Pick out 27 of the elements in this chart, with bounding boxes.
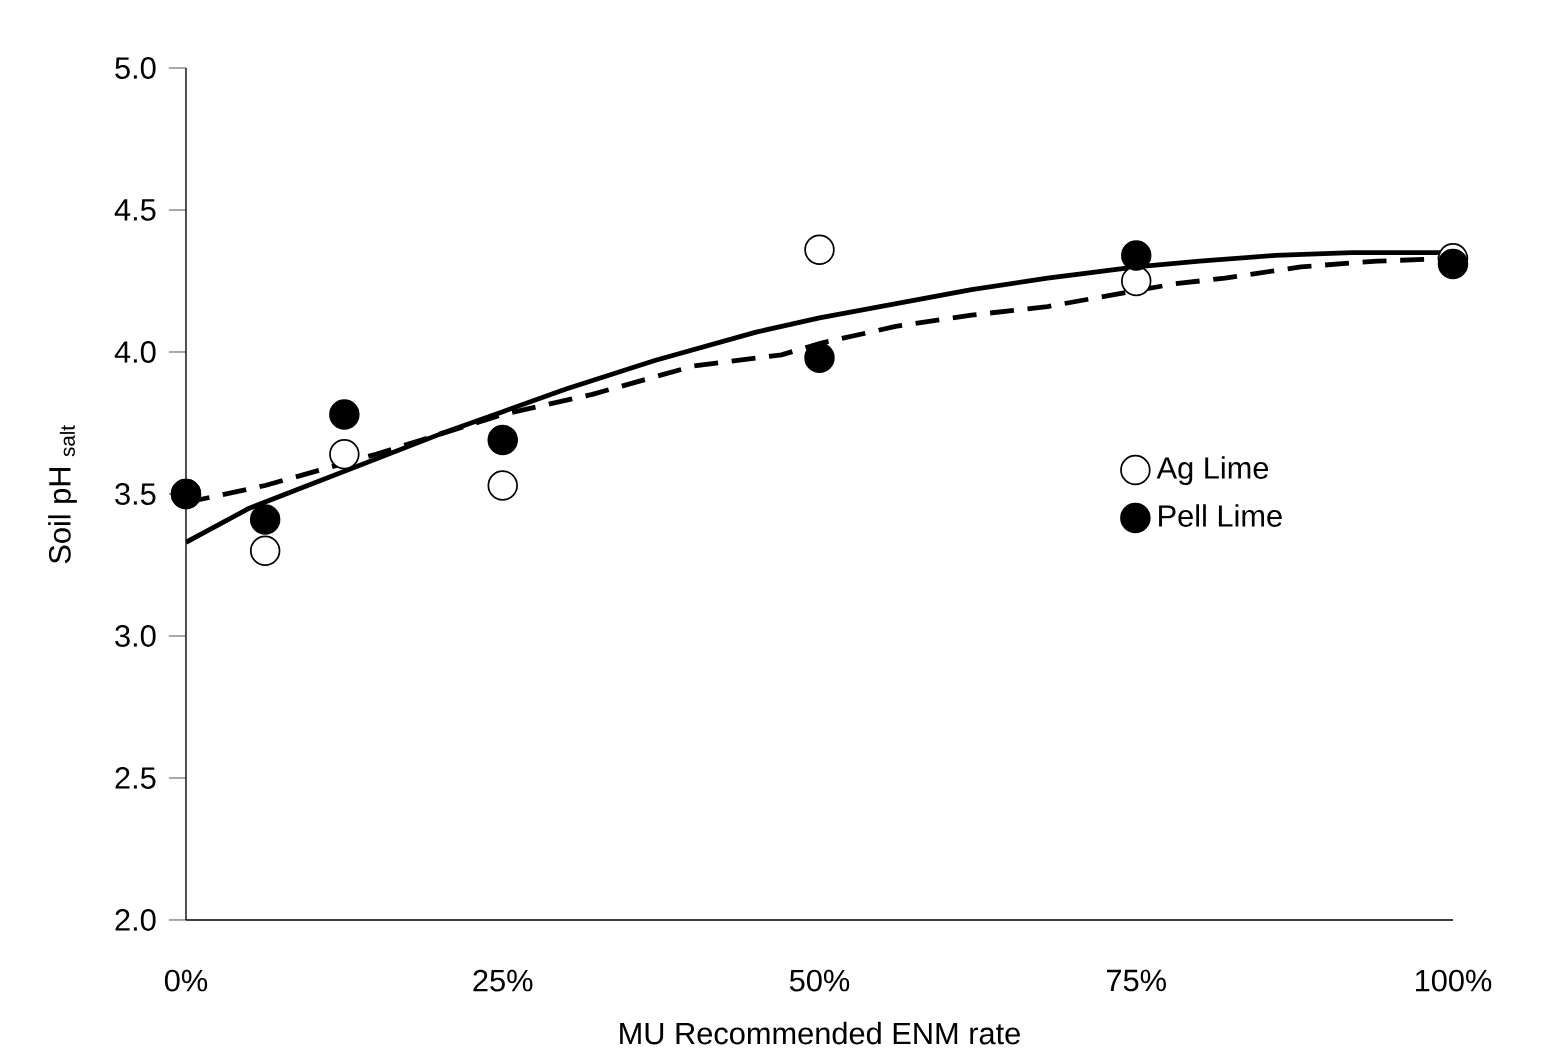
point xyxy=(329,439,360,470)
legend-label: Pell Lime xyxy=(1159,504,1282,527)
y-tick-label: 3.5 xyxy=(115,483,156,505)
point xyxy=(1121,265,1152,297)
x-tick-label: 0% xyxy=(164,969,208,992)
point xyxy=(804,342,835,373)
y-tick-label: 4.5 xyxy=(114,199,156,221)
x-axis-title: MU Recommended ENM rate xyxy=(620,1021,1020,1045)
x-tick-label: 50% xyxy=(789,969,850,992)
y-axis-title: Soil pH $_{salt}$ xyxy=(48,425,77,564)
point xyxy=(1121,240,1152,271)
point xyxy=(487,470,518,501)
y-tick-label: 2.5 xyxy=(115,767,156,789)
x-tick-label: 75% xyxy=(1106,969,1166,992)
y-tick-label: 2.0 xyxy=(115,909,156,931)
y-tick-label: 5.0 xyxy=(115,57,156,79)
point xyxy=(329,399,360,430)
x-tick-label: 100% xyxy=(1415,969,1492,992)
point xyxy=(249,504,281,535)
y-tick-label: 4.0 xyxy=(114,341,156,363)
point xyxy=(249,535,281,567)
x-tick-label: 25% xyxy=(473,969,533,992)
point xyxy=(1437,248,1469,280)
y-tick-label: 3.0 xyxy=(115,625,156,647)
point xyxy=(804,234,835,266)
legend-label: Ag Lime xyxy=(1156,456,1269,486)
point xyxy=(487,424,518,456)
